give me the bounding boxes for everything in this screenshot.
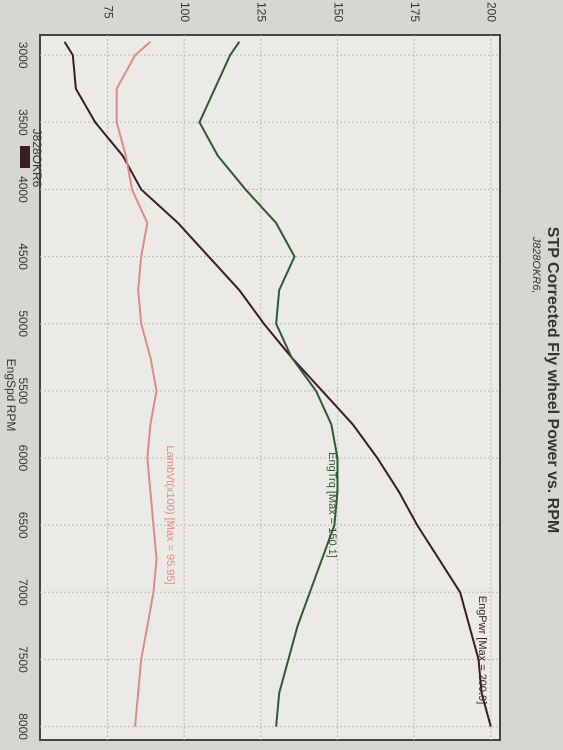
legend-swatch [20, 146, 30, 168]
y-tick-label: 200 [485, 2, 499, 22]
chart-title: STP Corrected Fly wheel Power vs. RPM [544, 227, 561, 533]
x-tick-label: 5000 [16, 310, 30, 337]
series-label: EngTrq [Max = 150.1] [326, 452, 338, 558]
y-tick-label: 150 [331, 2, 345, 22]
x-tick-label: 8000 [16, 713, 30, 740]
x-tick-label: 6000 [16, 445, 30, 472]
y-tick-label: 100 [178, 2, 192, 22]
x-tick-label: 4500 [16, 243, 30, 270]
x-tick-label: 6500 [16, 512, 30, 539]
legend-label: J828OKR6 [30, 129, 44, 188]
x-tick-label: 7000 [16, 579, 30, 606]
series-line [198, 41, 339, 727]
x-tick-label: 7500 [16, 646, 30, 673]
series-line [115, 40, 158, 727]
y-tick-label: 175 [408, 2, 422, 22]
series-line [63, 41, 492, 727]
chart-subtitle: J828OKR6, [530, 236, 542, 294]
x-tick-label: 4000 [16, 176, 30, 203]
y-tick-label: 125 [255, 2, 269, 22]
y-tick-label: 75 [101, 5, 115, 19]
x-tick-label: 5500 [16, 378, 30, 405]
x-tick-label: 3000 [16, 42, 30, 69]
series-label: LambVt(x100) [Max = 95.95] [164, 445, 176, 584]
plot-area [39, 34, 501, 741]
x-axis-label: EngSpd RPM [4, 359, 18, 432]
x-tick-label: 3500 [16, 109, 30, 136]
series-label: EngPwr [Max = 200.9] [476, 596, 488, 705]
